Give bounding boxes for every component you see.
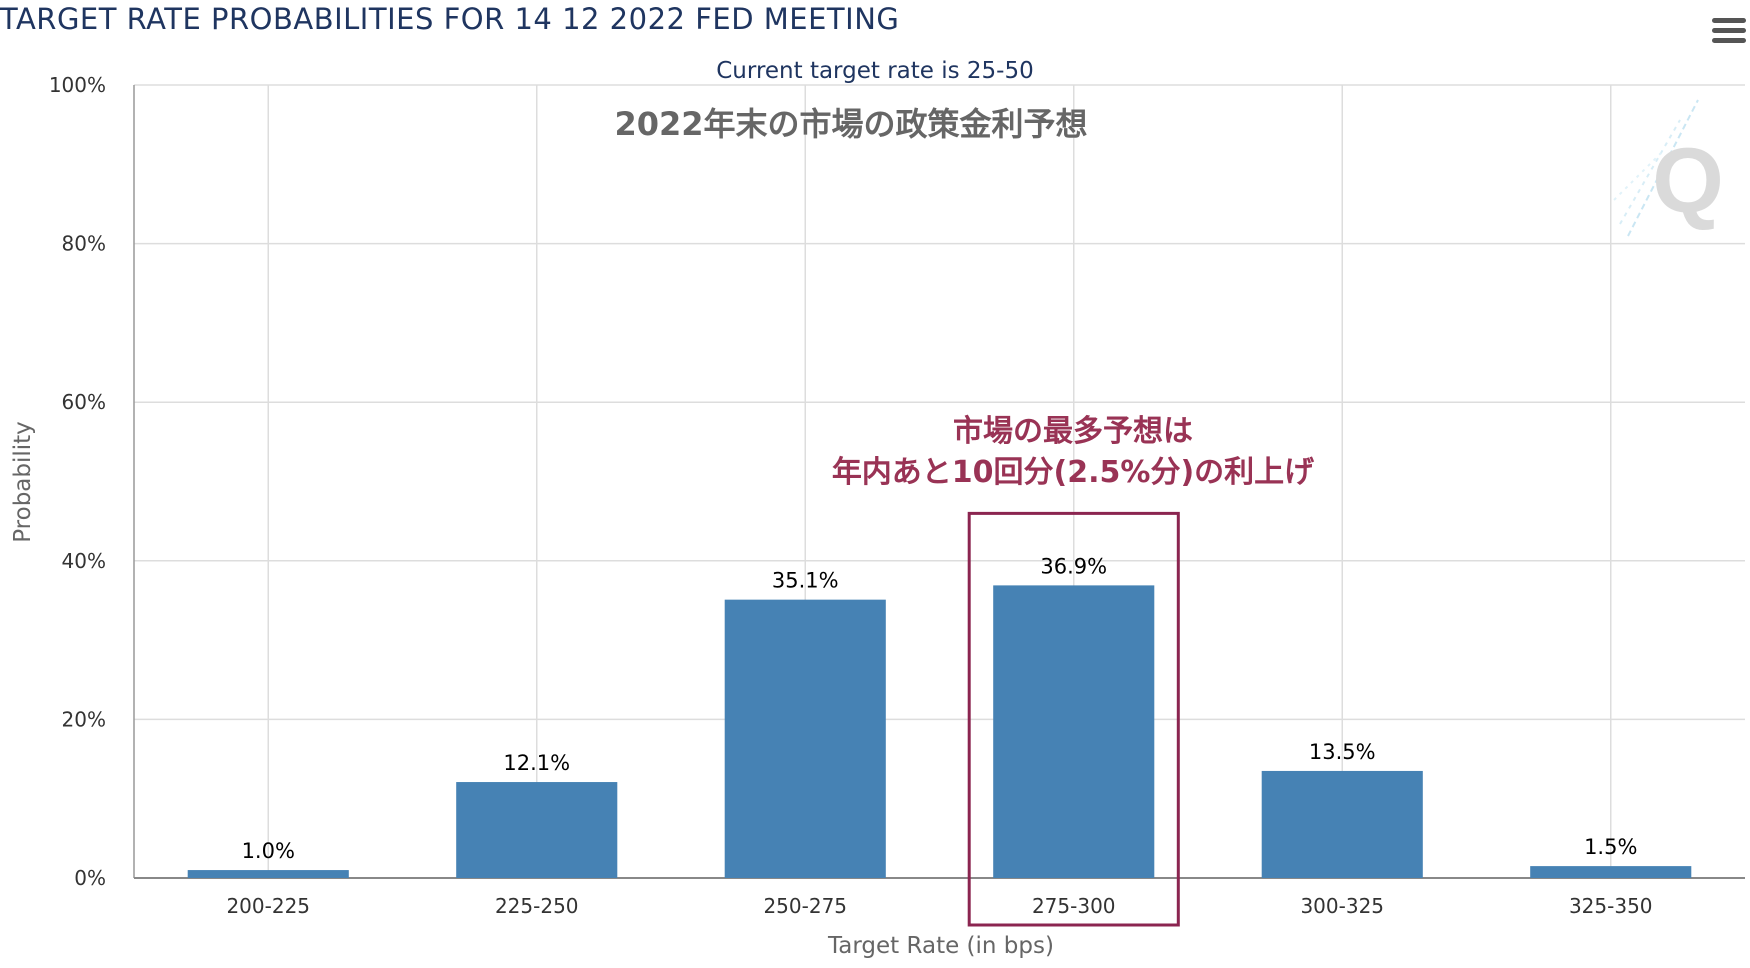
x-axis-title: Target Rate (in bps) bbox=[827, 933, 1054, 959]
y-tick-label: 0% bbox=[74, 866, 106, 890]
bar-250-275[interactable] bbox=[724, 599, 886, 878]
data-label: 36.9% bbox=[1040, 554, 1107, 578]
chart-title: TARGET RATE PROBABILITIES FOR 14 12 2022… bbox=[0, 2, 900, 36]
bar-225-250[interactable] bbox=[456, 782, 618, 878]
annotation-most-likely-line1: 市場の最多予想は bbox=[953, 414, 1193, 449]
x-tick-label: 200-225 bbox=[226, 894, 310, 918]
bar-300-325[interactable] bbox=[1261, 770, 1423, 878]
hamburger-menu-icon[interactable] bbox=[1712, 18, 1746, 48]
data-label: 13.5% bbox=[1309, 740, 1376, 764]
x-tick-label: 300-325 bbox=[1300, 894, 1384, 918]
x-tick-label: 250-275 bbox=[763, 894, 847, 918]
y-tick-label: 40% bbox=[62, 549, 106, 573]
data-label: 1.0% bbox=[242, 839, 295, 863]
x-tick-label: 325-350 bbox=[1569, 894, 1653, 918]
y-tick-label: 100% bbox=[49, 73, 106, 97]
x-tick-label: 275-300 bbox=[1032, 894, 1116, 918]
cme-fedwatch-q-logo: Q bbox=[1613, 99, 1724, 237]
data-label: 35.1% bbox=[772, 569, 839, 593]
annotation-most-likely-line2: 年内あと10回分(2.5%分)の利上げ bbox=[832, 455, 1315, 490]
y-axis-title: Probability bbox=[10, 421, 36, 543]
bar-275-300[interactable] bbox=[993, 585, 1155, 878]
y-tick-label: 80% bbox=[62, 232, 106, 256]
highlight-box bbox=[967, 511, 1180, 927]
data-label: 12.1% bbox=[503, 751, 570, 775]
y-tick-label: 60% bbox=[62, 390, 106, 414]
data-label: 1.5% bbox=[1584, 835, 1637, 859]
axes: 0% 20% 40% 60% 80% 100% 200-225 225-250 250-275 2… bbox=[49, 73, 1745, 918]
x-tick-label: 225-250 bbox=[495, 894, 579, 918]
chart-subtitle: Current target rate is 25-50 bbox=[716, 58, 1034, 84]
svg-text:Q: Q bbox=[1652, 130, 1724, 232]
bars bbox=[187, 585, 1692, 878]
data-labels: 1.0% 12.1% 35.1% 36.9% 13.5% 1.5% bbox=[242, 554, 1638, 863]
bar-200-225[interactable] bbox=[187, 870, 349, 878]
bar-325-350[interactable] bbox=[1530, 866, 1692, 878]
y-tick-label: 20% bbox=[62, 707, 106, 731]
annotation-market-forecast: 2022年末の市場の政策金利予想 bbox=[614, 105, 1087, 143]
